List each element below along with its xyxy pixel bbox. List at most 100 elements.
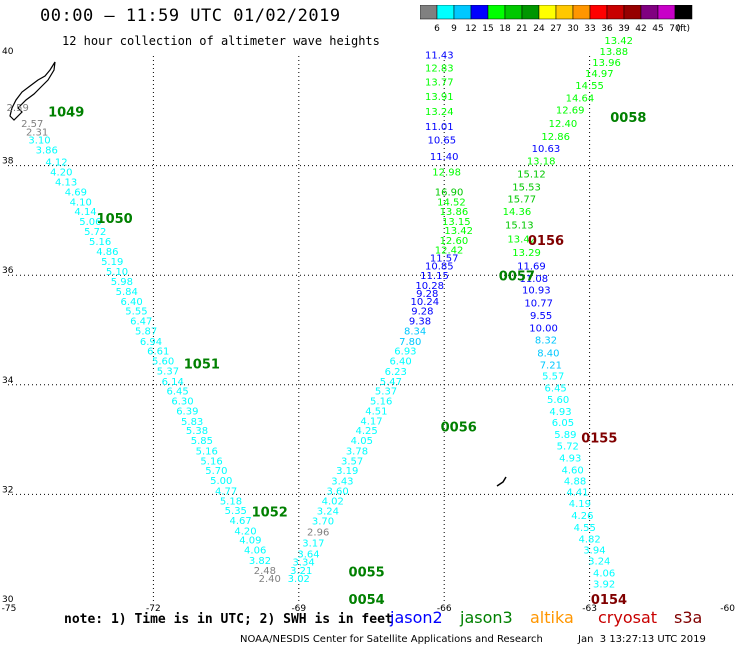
legend-jason2: jason2 bbox=[390, 608, 443, 627]
wave-height-value: 5.84 bbox=[116, 287, 138, 298]
wave-height-value: 7.80 bbox=[399, 337, 421, 348]
wave-height-value: 13.24 bbox=[425, 107, 454, 118]
wave-height-value: 5.18 bbox=[220, 496, 242, 507]
wave-height-value: 4.25 bbox=[356, 426, 378, 437]
wave-height-value: 3.78 bbox=[346, 446, 368, 457]
lon-tick-label: -60 bbox=[720, 604, 735, 614]
wave-height-value: 3.21 bbox=[290, 566, 312, 577]
colorbar-tick-label: 27 bbox=[550, 24, 561, 34]
wave-height-value: 6.47 bbox=[130, 317, 152, 328]
wave-height-value: 13.88 bbox=[600, 47, 629, 58]
colorbar-tick-label: 21 bbox=[516, 24, 527, 34]
wave-height-value: 5.37 bbox=[375, 387, 397, 398]
lat-tick-label: 30 bbox=[2, 595, 14, 605]
wave-height-value: 4.82 bbox=[578, 535, 600, 546]
wave-height-value: 5.37 bbox=[157, 366, 179, 377]
colorbar-tick-label: 39 bbox=[618, 24, 630, 34]
lon-tick-label: -66 bbox=[437, 604, 452, 614]
wave-height-value: 4.60 bbox=[562, 466, 584, 477]
wave-height-value: 13.42 bbox=[444, 226, 473, 237]
wave-height-value: 10.93 bbox=[522, 285, 551, 296]
wave-height-value: 4.17 bbox=[360, 416, 382, 427]
wave-height-value: 14.52 bbox=[437, 198, 466, 209]
wave-height-value: 4.86 bbox=[96, 247, 118, 258]
pass-time-label: 0058 bbox=[610, 111, 646, 126]
colorbar-tick-label: 42 bbox=[635, 24, 646, 34]
colorbar-tick-label: 30 bbox=[567, 24, 579, 34]
wave-height-value: 14.55 bbox=[575, 81, 604, 92]
lat-tick-label: 34 bbox=[2, 376, 14, 386]
wave-height-value: 2.48 bbox=[254, 566, 276, 577]
wave-height-value: 13.96 bbox=[592, 58, 621, 69]
wave-height-value: 4.09 bbox=[239, 536, 261, 547]
legend-cryosat: cryosat bbox=[598, 608, 658, 627]
wave-height-value: 6.30 bbox=[171, 397, 193, 408]
wave-height-value: 2.96 bbox=[307, 528, 329, 539]
wave-height-value: 6.40 bbox=[389, 357, 411, 368]
colorbar-tick-label: 70 bbox=[669, 24, 681, 34]
wave-height-value: 11.57 bbox=[430, 254, 459, 265]
colorbar-tick-label: 6 bbox=[434, 24, 440, 34]
pass-time-label: 0057 bbox=[499, 270, 535, 285]
wave-height-value: 4.55 bbox=[574, 523, 596, 534]
wave-height-value: 12.42 bbox=[435, 245, 464, 256]
lon-tick-label: -75 bbox=[2, 604, 17, 614]
wave-height-value: 4.69 bbox=[65, 188, 87, 199]
map-title: 00:00 — 11:59 UTC 01/02/2019 bbox=[40, 6, 341, 26]
wave-height-value: 6.40 bbox=[120, 297, 142, 308]
wave-height-value: 13.42 bbox=[507, 234, 536, 245]
pass-time-label: 1052 bbox=[252, 505, 288, 520]
wave-height-value: 5.55 bbox=[125, 307, 147, 318]
wave-height-value: 4.51 bbox=[365, 406, 387, 417]
wave-height-value: 12.69 bbox=[556, 106, 585, 117]
credit-text: NOAA/NESDIS Center for Satellite Applica… bbox=[240, 634, 543, 645]
colorbar-tick-label: 9 bbox=[451, 24, 457, 34]
wave-height-value: 5.57 bbox=[542, 371, 564, 382]
wave-height-value: 5.16 bbox=[89, 237, 111, 248]
pass-time-label: 0055 bbox=[349, 566, 385, 581]
wave-height-value: 15.77 bbox=[507, 194, 536, 205]
wave-height-value: 9.28 bbox=[411, 307, 433, 318]
wave-height-value: 5.72 bbox=[557, 441, 579, 452]
wave-height-value: 5.16 bbox=[200, 456, 222, 467]
wave-height-value: 13.86 bbox=[440, 207, 469, 218]
wave-height-value: 3.92 bbox=[593, 580, 615, 591]
wave-height-value: 6.61 bbox=[147, 347, 169, 358]
legend-jason3: jason3 bbox=[460, 608, 513, 627]
wave-height-value: 6.93 bbox=[394, 347, 416, 358]
wave-height-value: 6.94 bbox=[140, 337, 162, 348]
wave-height-value: 13.77 bbox=[425, 78, 454, 89]
wave-height-value: 3.24 bbox=[588, 557, 610, 568]
wave-height-value: 11.43 bbox=[425, 51, 454, 62]
wave-height-value: 3.94 bbox=[583, 546, 605, 557]
wave-height-value: 8.32 bbox=[535, 336, 557, 347]
wave-height-value: 9.38 bbox=[409, 317, 431, 328]
wave-height-value: 8.40 bbox=[537, 348, 559, 359]
wave-height-value: 10.28 bbox=[415, 281, 444, 292]
wave-height-value: 5.87 bbox=[135, 326, 157, 337]
wave-height-value: 2.57 bbox=[21, 119, 43, 130]
wave-height-value: 11.15 bbox=[420, 271, 449, 282]
wave-height-value: 5.83 bbox=[181, 417, 203, 428]
lon-tick-label: -72 bbox=[146, 604, 161, 614]
wave-height-value: 5.10 bbox=[106, 267, 128, 278]
wave-height-value: 9.55 bbox=[530, 311, 552, 322]
wave-height-value: 3.82 bbox=[249, 556, 271, 567]
wave-height-value: 11.08 bbox=[520, 274, 549, 285]
wave-height-value: 4.19 bbox=[569, 499, 591, 510]
wave-height-value: 5.60 bbox=[547, 395, 569, 406]
wave-height-value: 7.21 bbox=[540, 360, 562, 371]
wave-height-value: 12.60 bbox=[440, 236, 469, 247]
colorbar-tick-label: 33 bbox=[584, 24, 595, 34]
pass-time-label: 1050 bbox=[97, 212, 133, 227]
generated-timestamp: Jan 3 13:27:13 UTC 2019 bbox=[578, 634, 706, 645]
wave-height-value: 15.13 bbox=[505, 221, 534, 232]
wave-height-value: 3.10 bbox=[28, 136, 50, 147]
wave-height-value: 5.19 bbox=[101, 257, 123, 268]
wave-height-value: 4.13 bbox=[55, 177, 77, 188]
wave-height-value: 2.31 bbox=[26, 127, 48, 138]
wave-height-value: 10.85 bbox=[425, 262, 454, 273]
wave-height-value: 5.89 bbox=[554, 430, 576, 441]
wave-height-value: 3.64 bbox=[297, 549, 319, 560]
coastline bbox=[9, 61, 56, 121]
